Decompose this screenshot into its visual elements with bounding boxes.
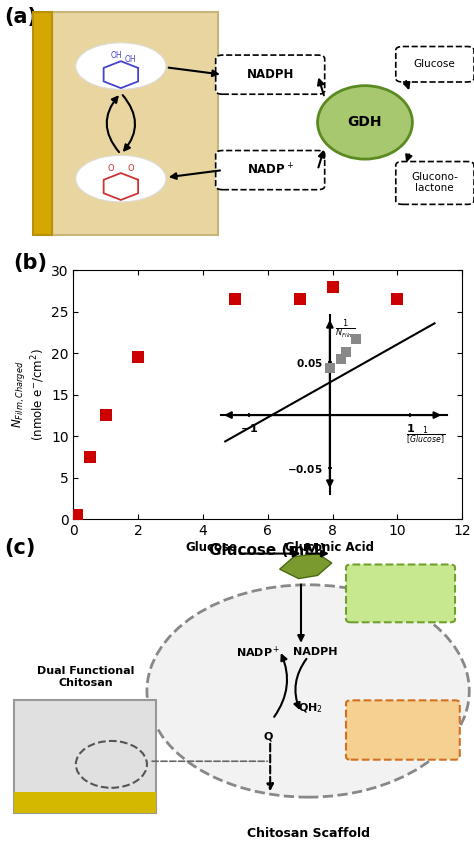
Text: OH: OH [125,55,136,64]
Text: Catecholic
(Electron
Storage): Catecholic (Electron Storage) [374,712,431,748]
Point [296,292,304,306]
Point [232,292,239,306]
Point [73,508,81,522]
Point [70,512,77,526]
Text: (a): (a) [5,8,38,27]
Point [329,280,337,294]
Text: QH$_2$: QH$_2$ [298,701,323,715]
Point [102,408,109,422]
Text: GDH
(Electron
Harvesting): GDH (Electron Harvesting) [368,576,433,611]
Polygon shape [52,12,218,235]
Circle shape [147,585,469,797]
X-axis label: Glucose (mM): Glucose (mM) [209,544,327,559]
Text: NADPH: NADPH [293,647,337,657]
FancyBboxPatch shape [396,161,474,204]
FancyBboxPatch shape [396,46,474,82]
Text: GDH: GDH [348,116,382,129]
Text: NADPH: NADPH [246,68,294,81]
Ellipse shape [318,85,412,159]
FancyBboxPatch shape [346,565,455,622]
Text: (c): (c) [5,538,36,558]
FancyBboxPatch shape [14,793,156,813]
Text: (b): (b) [13,252,47,273]
Text: Glucose: Glucose [185,541,237,555]
Text: Glucose: Glucose [414,59,456,69]
Text: Dual Functional
Chitosan: Dual Functional Chitosan [36,666,134,688]
FancyBboxPatch shape [14,701,156,813]
Point [86,450,93,463]
Text: Glucono-
lactone: Glucono- lactone [411,171,458,193]
Text: O: O [128,165,135,173]
Text: NADP$^+$: NADP$^+$ [246,162,294,178]
Y-axis label: $\it{N}$$_{\it{Film,Charged}}$
(nmole e$^{-}$/cm$^2$): $\it{N}$$_{\it{Film,Charged}}$ (nmole e$… [9,349,47,441]
Text: O: O [107,165,114,173]
Text: Q: Q [263,731,273,741]
Circle shape [76,155,166,202]
Text: NADP$^+$: NADP$^+$ [236,644,281,660]
Text: Gluconic Acid: Gluconic Acid [285,541,374,555]
Point [393,292,401,306]
Text: OH: OH [110,51,122,60]
Point [135,350,142,364]
FancyBboxPatch shape [346,701,460,760]
Circle shape [76,43,166,89]
Polygon shape [280,554,332,579]
FancyBboxPatch shape [33,12,52,235]
Text: Chitosan Scaffold: Chitosan Scaffold [246,826,370,840]
FancyBboxPatch shape [216,55,325,95]
FancyBboxPatch shape [216,150,325,190]
